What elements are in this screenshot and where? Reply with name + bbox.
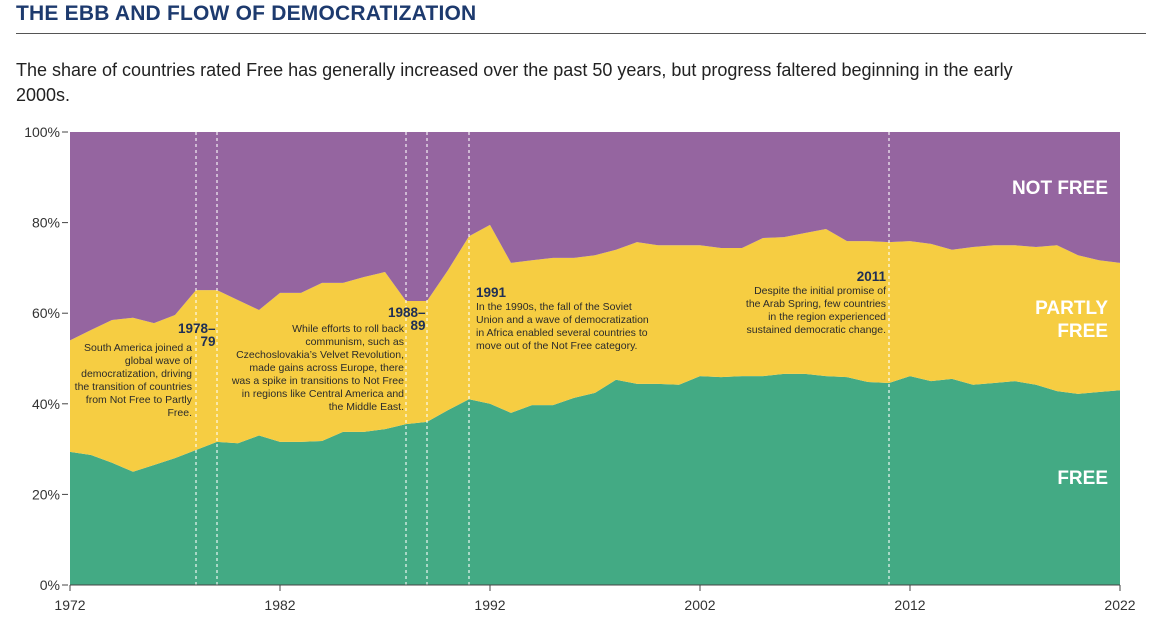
area-not-free <box>70 132 1120 341</box>
annotation-heading: 1978–79 <box>178 321 216 349</box>
x-tick-label: 1992 <box>474 597 505 613</box>
y-tick-label: 0% <box>40 577 60 593</box>
x-tick-label: 1982 <box>264 597 295 613</box>
chart-title: THE EBB AND FLOW OF DEMOCRATIZATION <box>16 2 477 25</box>
label-not-free: NOT FREE <box>1011 178 1108 199</box>
annotation-1978: 1978–79 South America joined a global wa… <box>70 322 216 420</box>
annotation-text: In the 1990s, the fall of the Soviet Uni… <box>476 301 649 352</box>
annotation-1988: 1988–89 While efforts to roll back commu… <box>230 306 426 414</box>
area-partly-free <box>70 224 1120 472</box>
x-tick-label: 2022 <box>1104 597 1135 613</box>
x-tick-label: 1972 <box>54 597 85 613</box>
annotation-heading: 1988–89 <box>388 305 426 333</box>
annotation-heading: 2011 <box>856 269 886 284</box>
y-tick-label: 60% <box>32 305 60 321</box>
chart-subtitle: The share of countries rated Free has ge… <box>16 60 1013 105</box>
label-free: FREE <box>1057 468 1108 489</box>
annotation-1991: 1991 In the 1990s, the fall of the Sovie… <box>476 286 656 353</box>
area-free <box>70 373 1120 585</box>
label-partly-free-line1: PARTLY <box>1035 298 1108 319</box>
annotation-text: Despite the initial promise of the Arab … <box>745 285 886 336</box>
y-tick-label: 20% <box>32 486 60 502</box>
annotation-text: While efforts to roll back communism, su… <box>231 323 404 413</box>
x-tick-label: 2002 <box>684 597 715 613</box>
label-partly-free-line2: FREE <box>1057 321 1108 342</box>
x-tick-label: 2012 <box>894 597 925 613</box>
annotation-heading: 1991 <box>476 285 507 300</box>
y-tick-label: 100% <box>24 124 60 140</box>
annotation-2011: 2011 Despite the initial promise of the … <box>740 270 886 337</box>
y-tick-label: 80% <box>32 215 60 231</box>
annotation-text: South America joined a global wave of de… <box>74 342 192 419</box>
title-divider <box>16 33 1146 34</box>
y-tick-label: 40% <box>32 396 60 412</box>
